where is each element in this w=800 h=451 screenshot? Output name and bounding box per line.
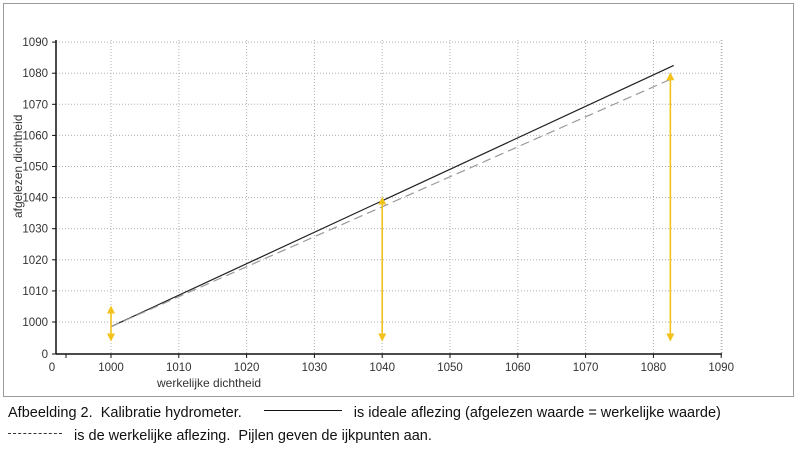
y-tick-label: 1060 — [22, 130, 48, 142]
y-tick-label: 1090 — [22, 37, 48, 49]
tick-labels: 0 1000 1010 1020 1030 1040 1050 1060 1070 1080 109… — [22, 37, 734, 374]
series-lines — [110, 64, 674, 328]
y-tick-label: 1040 — [22, 193, 48, 205]
x-axis-label: werkelijke dichtheid — [156, 376, 261, 390]
y-tick-label: 0 — [42, 349, 48, 361]
x-tick-label: 1030 — [302, 362, 328, 374]
caption-solid-description: is ideale aflezing (afgelezen waarde = w… — [353, 405, 721, 421]
y-tick-label: 1020 — [22, 255, 48, 267]
dashed-line-legend-icon — [8, 432, 62, 434]
calibration-arrows — [107, 72, 675, 342]
caption-dashed-description: is de werkelijke aflezing. Pijlen geven … — [74, 428, 432, 444]
y-axis-label: afgelezen dichtheid — [11, 115, 25, 218]
figure-caption-line-1: Afbeelding 2. Kalibratie hydrometer. is i… — [8, 405, 721, 421]
y-tick-label: 1030 — [22, 224, 48, 236]
y-tick-label: 1080 — [22, 68, 48, 80]
grid-lines — [56, 40, 723, 354]
y-tick-label: 1070 — [22, 99, 48, 111]
x-tick-label: 1040 — [369, 362, 395, 374]
actual-reading-line — [110, 77, 674, 328]
x-tick-label: 1020 — [234, 362, 260, 374]
x-tick-label: 1000 — [98, 362, 124, 374]
x-tick-label: 1060 — [505, 362, 531, 374]
caption-title: Afbeelding 2. Kalibratie hydrometer. — [8, 405, 242, 421]
calibration-chart: 0 1000 1010 1020 1030 1040 1050 1060 1070 1080 109… — [11, 37, 734, 390]
x-tick-label: 1080 — [641, 362, 667, 374]
x-tick-label: 1010 — [166, 362, 192, 374]
x-tick-label: 1070 — [573, 362, 599, 374]
x-tick-label: 0 — [49, 362, 55, 374]
y-tick-label: 1050 — [22, 162, 48, 174]
solid-line-legend-icon — [263, 409, 342, 411]
figure-caption-line-2: is de werkelijke aflezing. Pijlen geven … — [8, 428, 432, 444]
y-tick-label: 1000 — [22, 317, 48, 329]
x-tick-label: 1050 — [437, 362, 463, 374]
x-tick-label: 1090 — [708, 362, 734, 374]
axes — [52, 40, 722, 358]
y-tick-label: 1010 — [22, 286, 48, 298]
ideal-reading-line — [110, 64, 674, 328]
